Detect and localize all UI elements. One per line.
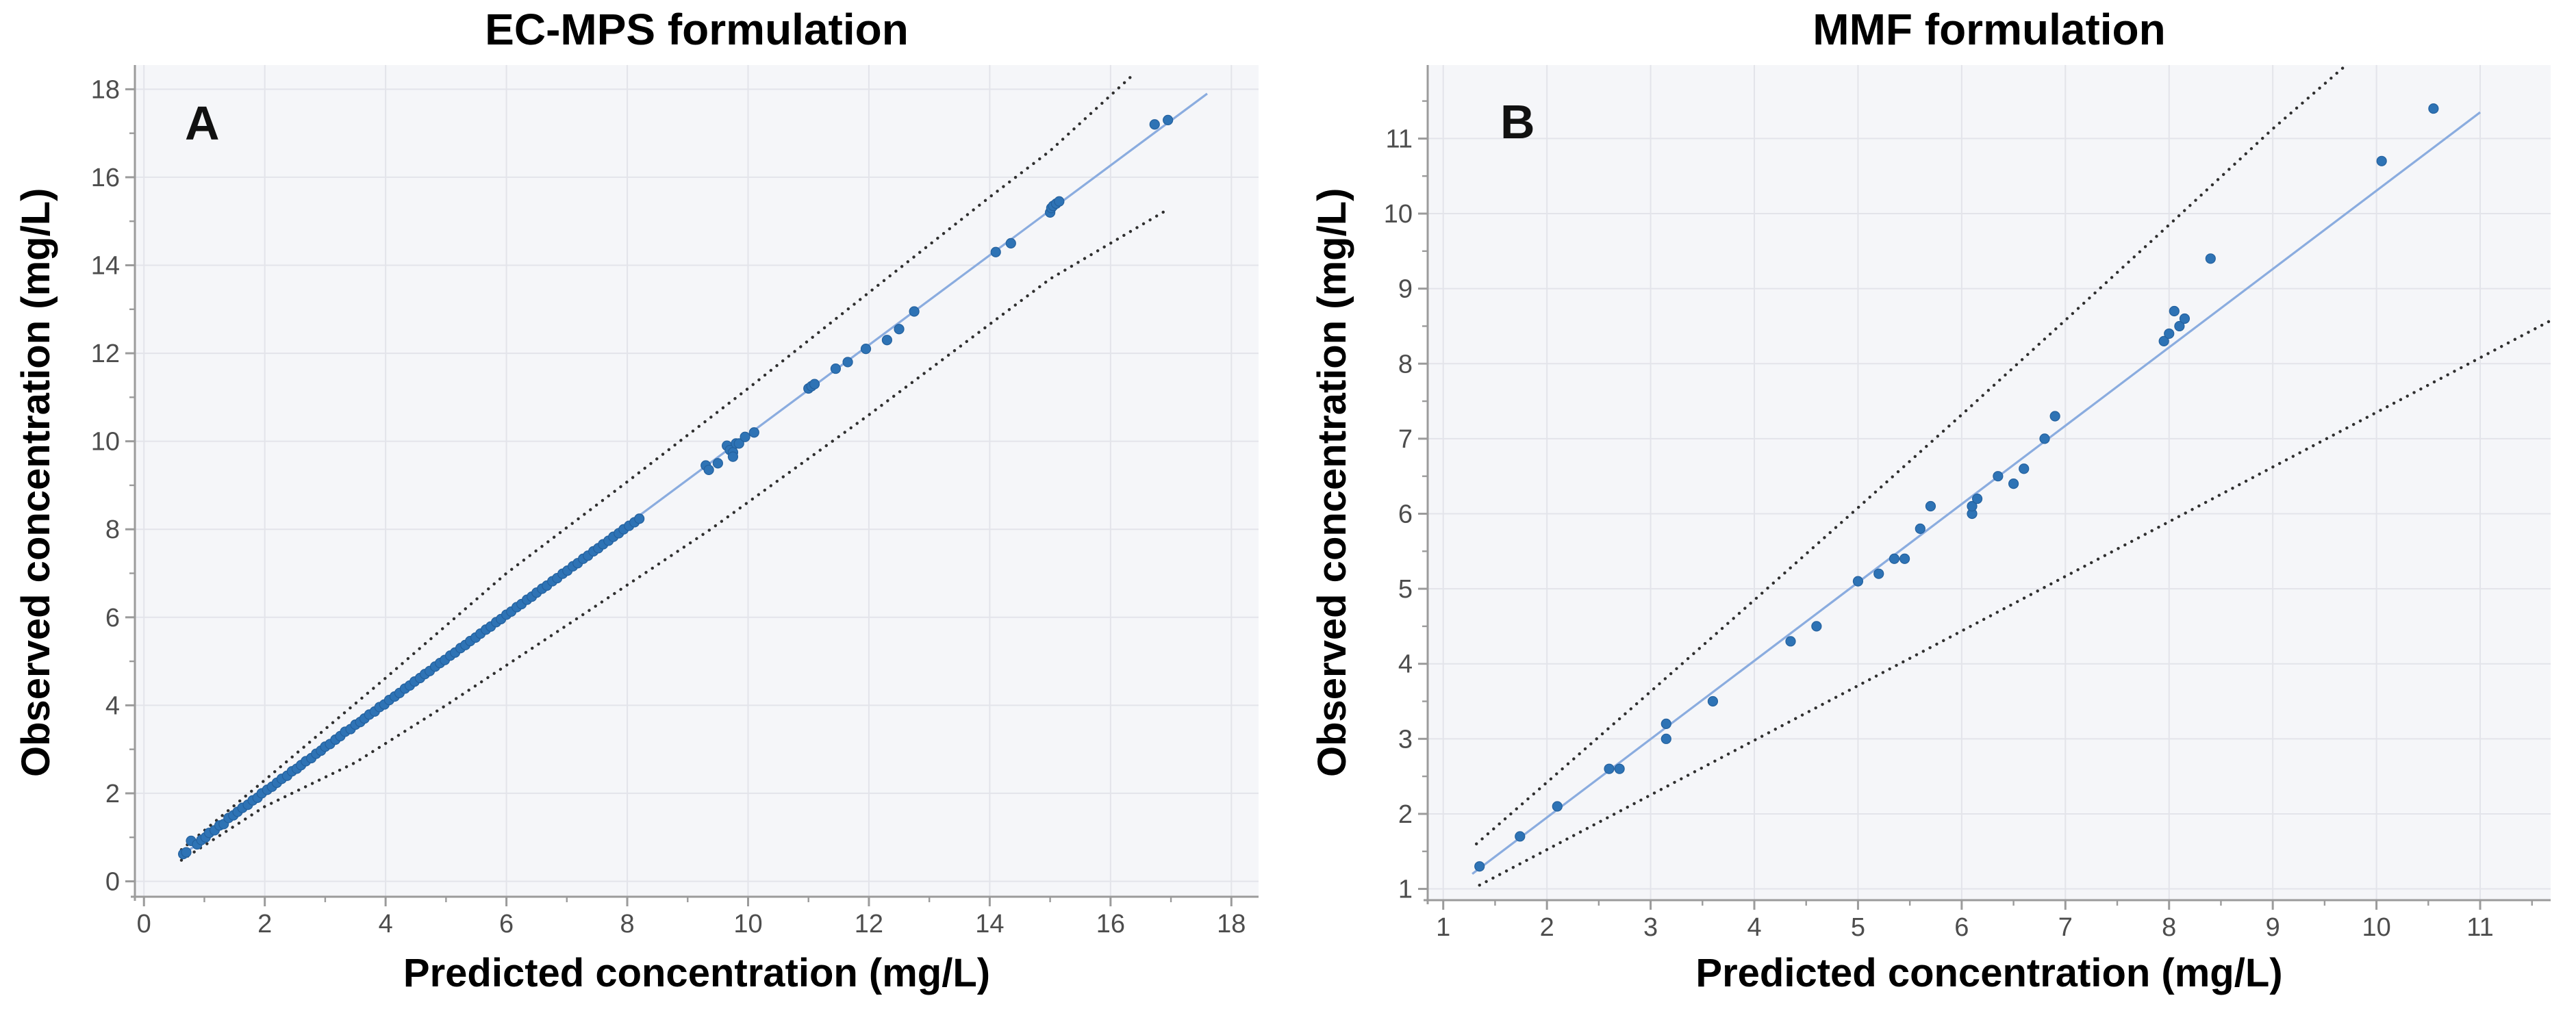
svg-text:10: 10: [2362, 913, 2390, 942]
y-axis-label-ec-mps: Observed concentration (mg/L): [14, 188, 58, 778]
svg-text:10: 10: [91, 428, 120, 457]
svg-text:6: 6: [1398, 500, 1413, 528]
panel-ec-mps: 0 2 4 6 8 10 12 14 16 18 0 2 4 6 8 10 12 14 16 18 EC-MPS fo…: [14, 5, 1259, 995]
y-axis-label-mmf: Observed concentration (mg/L): [1310, 188, 1354, 778]
svg-text:0: 0: [105, 868, 120, 897]
svg-text:6: 6: [499, 910, 514, 938]
svg-text:8: 8: [620, 910, 634, 938]
chart-title-ec-mps: EC-MPS formulation: [485, 5, 909, 54]
chart-title-mmf: MMF formulation: [1813, 5, 2166, 54]
svg-text:5: 5: [1398, 575, 1413, 604]
svg-text:16: 16: [91, 164, 120, 192]
svg-text:0: 0: [137, 910, 151, 938]
svg-text:8: 8: [2162, 913, 2176, 942]
panel-letter-b: B: [1500, 95, 1535, 149]
svg-text:14: 14: [975, 910, 1004, 938]
svg-text:8: 8: [1398, 350, 1413, 379]
panel-mmf: 1 2 3 4 5 6 7 8 9 10 11 1 2 3 4 5 6 7 8 9 10 11 MMF formulati…: [1288, 0, 2576, 1009]
x-axis-label-mmf: Predicted concentration (mg/L): [1695, 951, 2283, 995]
svg-text:2: 2: [1398, 800, 1413, 829]
svg-text:16: 16: [1096, 910, 1125, 938]
svg-text:2: 2: [105, 780, 120, 808]
svg-text:2: 2: [257, 910, 272, 938]
svg-text:11: 11: [2466, 913, 2493, 942]
svg-text:8: 8: [105, 515, 120, 544]
x-axis-label-ec-mps: Predicted concentration (mg/L): [403, 951, 991, 995]
svg-text:18: 18: [91, 75, 120, 104]
svg-text:12: 12: [91, 340, 120, 368]
svg-text:4: 4: [105, 691, 120, 720]
svg-text:1: 1: [1436, 913, 1450, 942]
svg-text:7: 7: [1398, 425, 1413, 454]
panel-letter-a: A: [185, 97, 220, 150]
svg-text:6: 6: [105, 604, 120, 633]
svg-text:6: 6: [1954, 913, 1969, 942]
svg-text:3: 3: [1643, 913, 1658, 942]
svg-text:18: 18: [1217, 910, 1246, 938]
svg-text:3: 3: [1398, 725, 1413, 754]
svg-text:14: 14: [91, 252, 120, 281]
svg-text:2: 2: [1540, 913, 1554, 942]
svg-text:4: 4: [379, 910, 393, 938]
svg-text:4: 4: [1747, 913, 1761, 942]
svg-text:1: 1: [1398, 876, 1413, 904]
scatter-plot-ec-mps: 0 2 4 6 8 10 12 14 16 18 0 2 4 6 8 10 12 14 16 18: [91, 65, 1259, 938]
svg-text:5: 5: [1851, 913, 1865, 942]
svg-text:4: 4: [1398, 650, 1413, 679]
svg-text:9: 9: [1398, 275, 1413, 304]
svg-text:9: 9: [2266, 913, 2280, 942]
svg-text:10: 10: [733, 910, 762, 938]
svg-text:11: 11: [1386, 125, 1413, 153]
svg-text:10: 10: [1384, 200, 1413, 229]
svg-text:7: 7: [2058, 913, 2073, 942]
svg-text:12: 12: [855, 910, 883, 938]
